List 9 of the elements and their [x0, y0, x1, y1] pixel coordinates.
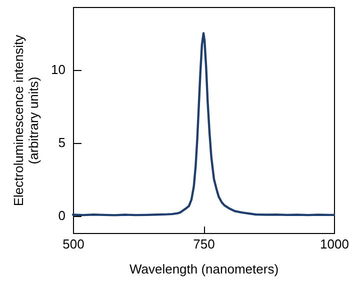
line-series [72, 32, 336, 216]
y-tick-label: 0 [58, 208, 66, 224]
x-tick-label: 750 [193, 236, 215, 252]
x-tick-label: 1000 [320, 236, 349, 252]
x-tick-label: 500 [62, 236, 84, 252]
y-tick-label: 10 [51, 62, 66, 78]
y-axis-title: Electroluminescence intensity (arbitrary units) [11, 34, 42, 206]
y-tick-label: 5 [58, 135, 66, 150]
x-axis-title: Wavelength (nanometers) [129, 262, 279, 276]
